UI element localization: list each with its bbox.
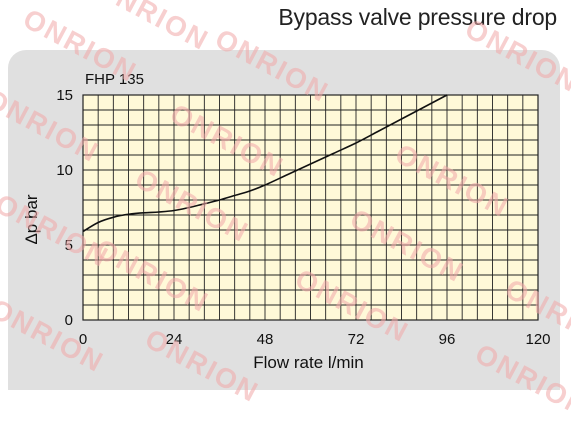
y-axis-label: Δp bar (22, 194, 41, 244)
y-tick-label: 0 (65, 312, 73, 329)
x-tick-label: 24 (166, 331, 183, 348)
y-tick-label: 5 (65, 237, 73, 254)
x-tick-label: 0 (79, 331, 87, 348)
chart-annotation: FHP 135 (85, 71, 144, 88)
plot-frame (82, 94, 539, 321)
x-tick-label: 96 (439, 331, 456, 348)
y-tick-label: 15 (56, 87, 73, 104)
chart-panel: 0 24 48 72 96 120 0 5 10 15 Flow rate l/min Δp bar F… (8, 50, 560, 390)
pressure-drop-chart: 0 24 48 72 96 120 0 5 10 15 Flow rate l/min Δp bar F… (22, 71, 551, 372)
x-tick-label: 48 (257, 331, 274, 348)
series-line (82, 94, 448, 233)
y-tick-label: 10 (56, 162, 73, 179)
watermark: ONRION (90, 0, 215, 57)
page-title: Bypass valve pressure drop (278, 4, 557, 30)
x-tick-label: 120 (525, 331, 550, 348)
x-tick-label: 72 (348, 331, 365, 348)
x-axis-label: Flow rate l/min (253, 353, 364, 372)
